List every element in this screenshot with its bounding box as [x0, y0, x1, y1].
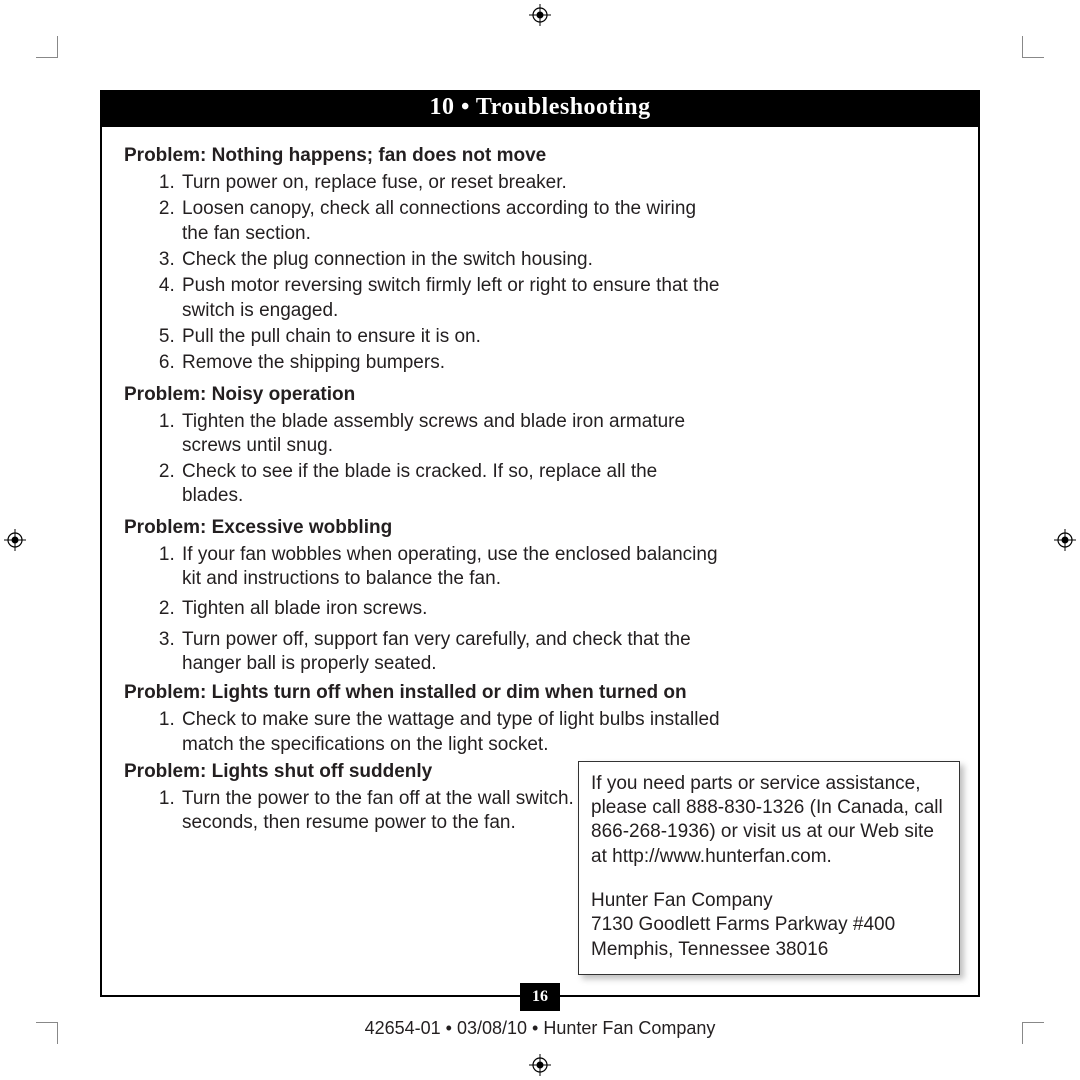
problem-heading: Problem: Noisy operation — [124, 384, 956, 406]
list-item: Tighten the blade assembly screws and bl… — [180, 410, 720, 459]
footer-text: 42654-01 • 03/08/10 • Hunter Fan Company — [102, 1018, 978, 1039]
company-name: Hunter Fan Company — [591, 889, 947, 913]
page-content: 10 • Troubleshooting Problem: Nothing ha… — [100, 90, 980, 1008]
content-frame: Problem: Nothing happens; fan does not m… — [100, 127, 980, 997]
list-item: Turn power on, replace fuse, or reset br… — [180, 171, 720, 195]
list-item: Push motor reversing switch firmly left … — [180, 274, 720, 323]
list-item: If your fan wobbles when operating, use … — [180, 543, 720, 592]
company-address: Memphis, Tennessee 38016 — [591, 938, 947, 962]
list-item: Check to make sure the wattage and type … — [180, 708, 720, 757]
problem-heading: Problem: Nothing happens; fan does not m… — [124, 145, 956, 167]
problem-heading: Problem: Excessive wobbling — [124, 517, 956, 539]
list-item: Check the plug connection in the switch … — [180, 248, 720, 272]
contact-info-box: If you need parts or service assistance,… — [578, 761, 960, 975]
list-item: Tighten all blade iron screws. — [180, 597, 720, 621]
crop-mark — [36, 1022, 58, 1044]
registration-mark-icon — [529, 1054, 551, 1076]
info-url: http://www.hunterfan.com. — [612, 846, 832, 867]
registration-mark-icon — [4, 529, 26, 551]
section-title: 10 • Troubleshooting — [100, 90, 980, 127]
problem-heading: Problem: Lights turn off when installed … — [124, 682, 956, 704]
steps-list: Turn power on, replace fuse, or reset br… — [180, 171, 720, 376]
list-item: Turn power off, support fan very careful… — [180, 628, 720, 677]
steps-list: If your fan wobbles when operating, use … — [180, 543, 720, 677]
steps-list: Check to make sure the wattage and type … — [180, 708, 720, 757]
registration-mark-icon — [1054, 529, 1076, 551]
registration-mark-icon — [529, 4, 551, 26]
steps-list: Tighten the blade assembly screws and bl… — [180, 410, 720, 509]
list-item: Loosen canopy, check all connections acc… — [180, 197, 720, 246]
company-address: 7130 Goodlett Farms Parkway #400 — [591, 913, 947, 937]
list-item: Pull the pull chain to ensure it is on. — [180, 325, 720, 349]
crop-mark — [1022, 1022, 1044, 1044]
page-number: 16 — [520, 983, 560, 1011]
list-item: Remove the shipping bumpers. — [180, 351, 720, 375]
crop-mark — [36, 36, 58, 58]
list-item: Check to see if the blade is cracked. If… — [180, 460, 720, 509]
crop-mark — [1022, 36, 1044, 58]
